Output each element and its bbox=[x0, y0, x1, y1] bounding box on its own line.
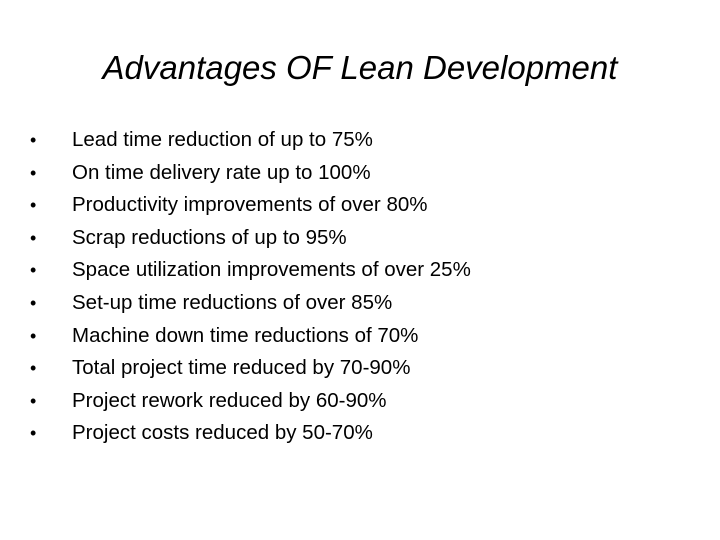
bullet-text: Set-up time reductions of over 85% bbox=[72, 290, 393, 314]
bullet-item: • Project costs reduced by 50-70% bbox=[30, 417, 690, 450]
bullet-text: On time delivery rate up to 100% bbox=[72, 160, 371, 184]
bullet-icon: • bbox=[30, 260, 37, 281]
bullet-icon: • bbox=[30, 325, 37, 346]
bullet-text: Total project time reduced by 70-90% bbox=[72, 356, 411, 380]
bullet-item: • Productivity improvements of over 80% bbox=[30, 189, 690, 222]
bullet-item: • Space utilization improvements of over… bbox=[30, 254, 690, 287]
bullet-item: • On time delivery rate up to 100% bbox=[30, 157, 690, 190]
bullet-item: • Machine down time reductions of 70% bbox=[30, 320, 690, 353]
bullet-text: Productivity improvements of over 80% bbox=[72, 193, 428, 217]
bullet-item: • Lead time reduction of up to 75% bbox=[30, 124, 690, 157]
bullet-text: Scrap reductions of up to 95% bbox=[72, 225, 347, 249]
bullet-icon: • bbox=[30, 130, 37, 150]
slide-title: Advantages OF Lean Development bbox=[102, 49, 618, 86]
bullet-list: • Lead time reduction of up to 75% • On … bbox=[30, 124, 690, 450]
bullet-text: Project costs reduced by 50-70% bbox=[72, 421, 373, 445]
bullet-icon: • bbox=[30, 358, 37, 379]
bullet-icon: • bbox=[30, 423, 37, 444]
bullet-text: Machine down time reductions of 70% bbox=[72, 323, 419, 347]
bullet-item: • Total project time reduced by 70-90% bbox=[30, 352, 690, 385]
bullet-icon: • bbox=[30, 227, 37, 248]
bullet-icon: • bbox=[30, 195, 37, 216]
bullet-item: • Set-up time reductions of over 85% bbox=[30, 287, 690, 320]
bullet-item: • Project rework reduced by 60-90% bbox=[30, 385, 690, 418]
bullet-icon: • bbox=[30, 292, 37, 313]
bullet-text: Project rework reduced by 60-90% bbox=[72, 388, 387, 412]
bullet-icon: • bbox=[30, 390, 37, 411]
bullet-icon: • bbox=[30, 162, 37, 183]
bullet-text: Space utilization improvements of over 2… bbox=[72, 258, 471, 282]
bullet-item: • Scrap reductions of up to 95% bbox=[30, 222, 690, 255]
bullet-text: Lead time reduction of up to 75% bbox=[72, 128, 373, 151]
